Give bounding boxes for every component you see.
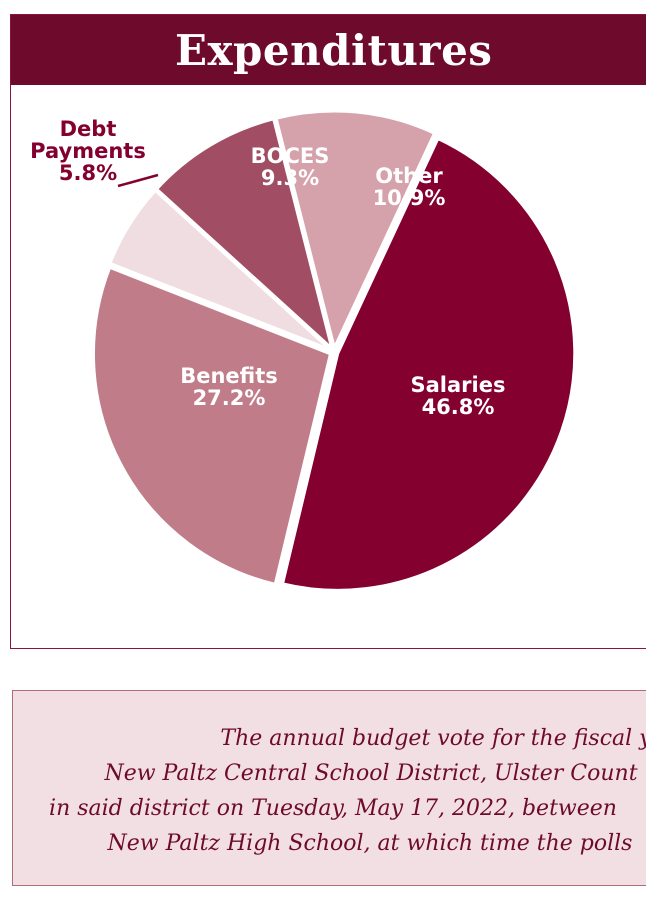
slice-name-text: Benefits bbox=[180, 364, 278, 388]
slice-value-text: 10.9% bbox=[373, 186, 446, 210]
chart-title: Expenditures bbox=[175, 25, 493, 75]
slice-name-text: Debt bbox=[60, 117, 117, 141]
slice-value-text: 27.2% bbox=[193, 386, 266, 410]
slice-value-text: 46.8% bbox=[422, 395, 495, 419]
slice-name-text: Other bbox=[375, 164, 443, 188]
slice-name-text: Payments bbox=[30, 139, 146, 163]
leader-line-debt-payments bbox=[117, 173, 159, 188]
pie-slice-boces bbox=[154, 117, 335, 354]
chart-header: Expenditures bbox=[11, 15, 646, 85]
pie-slice-debt-payments bbox=[107, 188, 332, 352]
notice-line-2: New Paltz Central School District, Ulste… bbox=[104, 761, 638, 786]
budget-vote-notice: The annual budget vote for the fiscal y … bbox=[12, 690, 646, 886]
slice-name-text: Salaries bbox=[411, 373, 506, 397]
pie-slice-benefits bbox=[91, 265, 333, 587]
notice-line-4: New Paltz High School, at which time the… bbox=[107, 831, 633, 856]
notice-text: The annual budget vote for the fiscal y … bbox=[13, 721, 646, 861]
notice-line-3: in said district on Tuesday, May 17, 202… bbox=[49, 796, 617, 821]
pie-slice-salaries bbox=[280, 136, 577, 592]
slice-name-text: BOCES bbox=[251, 144, 330, 168]
slice-value-text: 5.8% bbox=[59, 161, 117, 185]
pie-slice-other bbox=[274, 109, 437, 353]
notice-line-1: The annual budget vote for the fiscal y bbox=[220, 726, 646, 751]
slice-value-text: 9.3% bbox=[261, 166, 319, 190]
